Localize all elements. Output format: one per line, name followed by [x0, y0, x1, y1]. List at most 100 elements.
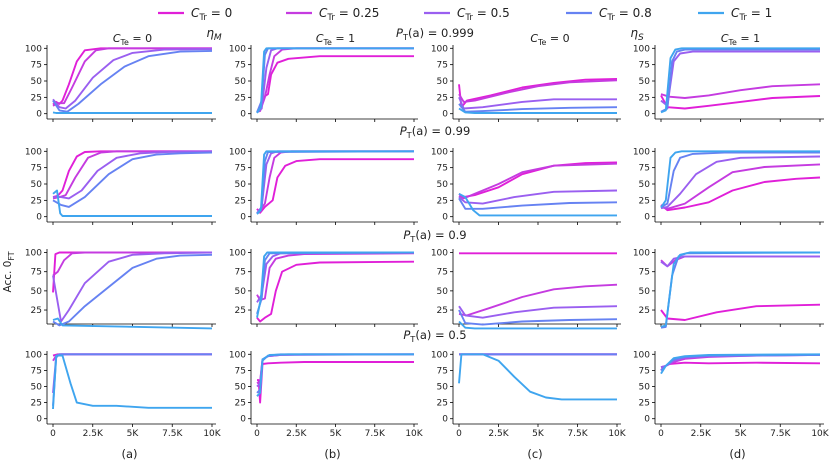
series-line — [458, 103, 618, 113]
series-line — [52, 49, 213, 113]
y-tick-label: 100 — [431, 350, 448, 360]
legend-label: CTr = 1 — [731, 6, 772, 23]
y-tick-label: 0 — [36, 415, 42, 425]
y-tick-label: 50 — [639, 180, 651, 190]
legend-item: CTr = 0.25 — [286, 6, 379, 23]
y-tick-label: 0 — [240, 415, 246, 425]
subplot: 0 25 50 75 100 0 2.5K 5K 7.5K 10K — [229, 350, 424, 439]
y-axis-label: Acc. 0FT — [2, 251, 16, 292]
column-titles: CTe = 0 CTe = 1 CTe = 0 CTe = 1 — [113, 32, 760, 47]
x-tick-label: 10K — [811, 429, 829, 439]
y-tick-label: 100 — [431, 249, 448, 259]
series-line — [458, 189, 618, 205]
column-title: CTe = 1 — [316, 32, 355, 47]
y-tick-label: 100 — [229, 44, 246, 54]
x-tick-label: 2.5K — [83, 429, 104, 439]
series-line — [660, 361, 821, 371]
y-tick-label: 75 — [235, 366, 246, 376]
series-line — [660, 176, 821, 212]
series-line — [256, 47, 414, 114]
y-tick-label: 75 — [437, 268, 448, 278]
series-line — [52, 251, 212, 293]
series-line — [458, 353, 617, 401]
y-tick-label: 50 — [235, 383, 247, 393]
series-line — [52, 354, 212, 410]
y-tick-label: 25 — [31, 399, 42, 409]
series-line — [458, 305, 618, 319]
series-line — [458, 107, 617, 114]
y-tick-label: 75 — [437, 164, 448, 174]
subplot: 0 25 50 75 100 — [431, 44, 621, 122]
series-line — [52, 48, 213, 110]
series-line — [256, 47, 414, 113]
x-tick-label: 7.5K — [770, 429, 791, 439]
row-title: PT(a) = 0.99 — [400, 124, 471, 140]
series-line — [256, 353, 414, 394]
y-tick-label: 0 — [644, 110, 650, 120]
series-line — [52, 317, 213, 330]
subplot: 0 25 50 75 100 0 2.5K 5K 7.5K 10K — [431, 350, 627, 439]
x-tick-label: 2.5K — [488, 429, 509, 439]
y-tick-label: 25 — [31, 306, 42, 316]
row-title: PT(a) = 0.9 — [403, 228, 466, 244]
series-line — [53, 150, 213, 200]
y-tick-label: 50 — [235, 77, 247, 87]
series-line — [256, 353, 415, 388]
eta-s-label: ηS — [630, 26, 644, 43]
y-tick-label: 75 — [639, 61, 650, 71]
series-line — [52, 111, 212, 114]
y-tick-label: 25 — [235, 399, 246, 409]
x-tick-label: 0 — [50, 429, 56, 439]
series-line — [256, 353, 414, 397]
x-tick-label: 5K — [127, 429, 140, 439]
x-tick-label: 7.5K — [162, 429, 183, 439]
y-tick-label: 25 — [235, 93, 246, 103]
legend-item: CTr = 0.5 — [424, 6, 510, 23]
y-tick-label: 100 — [431, 44, 448, 54]
series-line — [257, 361, 414, 404]
y-tick-label: 25 — [639, 306, 650, 316]
y-tick-label: 75 — [31, 164, 42, 174]
y-tick-label: 50 — [639, 77, 651, 87]
panel-label: (a) — [121, 447, 137, 461]
series-line — [256, 251, 414, 318]
y-tick-label: 50 — [235, 287, 247, 297]
y-tick-label: 75 — [639, 164, 650, 174]
series-line — [458, 79, 618, 103]
series-line — [256, 150, 414, 214]
y-tick-label: 50 — [639, 383, 651, 393]
series-line — [52, 189, 212, 217]
series-line — [256, 150, 414, 214]
series-line — [660, 47, 820, 114]
y-tick-label: 50 — [31, 287, 43, 297]
column-title: CTe = 0 — [530, 32, 569, 47]
y-tick-label: 25 — [31, 93, 42, 103]
legend-label: CTr = 0.25 — [319, 6, 379, 23]
series-line — [458, 192, 617, 217]
y-tick-label: 0 — [442, 110, 448, 120]
y-tick-label: 0 — [644, 213, 650, 223]
panel-label: (c) — [527, 447, 542, 461]
series-line — [660, 83, 821, 99]
legend: CTr = 0 CTr = 0.25 CTr = 0.5 CTr = 0.8 CTr =… — [158, 6, 772, 23]
series-line — [256, 47, 414, 114]
legend-label: CTr = 0.8 — [599, 6, 652, 23]
eta-m-label: ηM — [206, 26, 222, 43]
series-line — [256, 47, 414, 113]
subplot: 0 25 50 75 100 — [431, 147, 621, 225]
y-tick-label: 50 — [31, 383, 43, 393]
subplot: 0 25 50 75 100 0 2.5K 5K 7.5K 10K — [633, 350, 830, 439]
y-tick-label: 75 — [235, 268, 246, 278]
y-tick-label: 0 — [240, 110, 246, 120]
legend-item: CTr = 0.8 — [566, 6, 652, 23]
y-tick-label: 100 — [25, 249, 42, 259]
series-line — [52, 353, 212, 362]
series-line — [660, 303, 821, 321]
y-tick-label: 0 — [442, 213, 448, 223]
column-title: CTe = 0 — [113, 32, 152, 47]
series-line — [52, 353, 212, 406]
y-tick-label: 100 — [431, 147, 448, 157]
subplot: 0 25 50 75 100 — [25, 147, 216, 225]
y-tick-label: 100 — [229, 249, 246, 259]
